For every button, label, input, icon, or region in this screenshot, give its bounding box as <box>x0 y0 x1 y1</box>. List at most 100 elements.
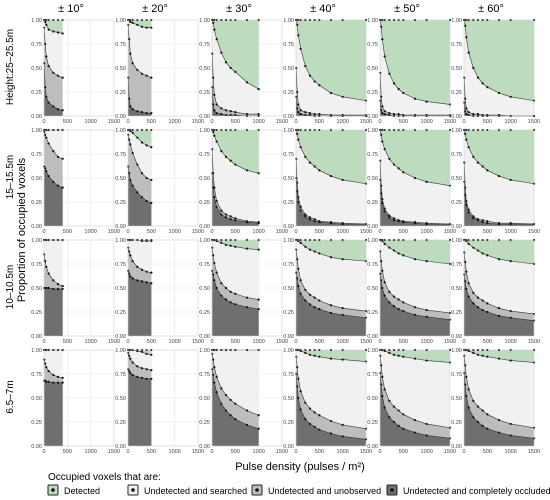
panel-r2-c0: 0.00 0.25 0.50 0.75 1.00 0 500 1000 1500 <box>31 238 120 345</box>
point-unobserved <box>136 265 139 268</box>
point-unobserved <box>136 68 139 72</box>
point-unobserved <box>44 260 47 263</box>
point-unobserved <box>380 364 383 367</box>
point-searched <box>341 258 344 261</box>
y-tick-label: 0.75 <box>451 262 462 268</box>
point-occluded <box>140 280 144 283</box>
point-searched <box>397 354 400 357</box>
point-occluded <box>145 377 148 380</box>
x-tick-label: 1500 <box>276 449 288 455</box>
point-unobserved <box>234 217 237 220</box>
line-occluded <box>211 270 259 310</box>
point-searched <box>381 140 384 143</box>
area-detected <box>380 350 450 363</box>
point-occluded <box>140 196 144 199</box>
point-searched <box>413 258 417 261</box>
point-searched <box>467 146 470 149</box>
x-tick-label: 1000 <box>337 119 349 125</box>
point-occluded <box>402 309 405 313</box>
point-unobserved <box>56 155 60 158</box>
point-searched <box>497 258 501 261</box>
panel-border <box>463 349 535 447</box>
point-unobserved <box>464 97 467 100</box>
y-tick-label: 0.50 <box>367 286 378 292</box>
legend-label-detected: Detected <box>64 486 100 496</box>
y-tick-label: 0.00 <box>451 224 462 230</box>
point-unobserved <box>150 76 153 79</box>
point-searched <box>140 141 144 144</box>
y-tick-label: 0.00 <box>115 444 126 450</box>
x-tick-label: 500 <box>63 229 72 235</box>
point-unobserved <box>220 209 223 212</box>
point-occluded <box>150 282 153 285</box>
area-searched <box>464 20 534 116</box>
point-occluded <box>341 435 344 438</box>
point-occluded <box>329 432 333 435</box>
y-tick-label: 0.75 <box>199 262 210 268</box>
point-searched <box>304 245 307 248</box>
point-unobserved <box>318 299 321 302</box>
panel-border <box>379 239 451 337</box>
area-detected <box>128 130 152 148</box>
point-unobserved <box>215 103 218 106</box>
x-tick-label: 1000 <box>169 449 181 455</box>
point-searched <box>472 246 475 249</box>
point-occluded <box>472 416 475 419</box>
point-occluded <box>56 287 60 291</box>
point-unobserved <box>213 261 216 265</box>
y-tick-label: 0.25 <box>31 420 42 426</box>
point-searched <box>140 25 144 28</box>
panel-border <box>463 129 535 227</box>
y-tick-label: 0.00 <box>283 114 294 120</box>
y-axis-title: Proportion of occupied voxels <box>16 157 28 302</box>
point-occluded <box>129 371 132 375</box>
y-tick-label: 1.00 <box>451 348 462 354</box>
y-tick-label: 0.75 <box>367 42 378 48</box>
point-unobserved <box>486 302 489 305</box>
panel-border <box>295 129 367 227</box>
y-tick-label: 0.75 <box>283 42 294 48</box>
area-occluded <box>464 274 534 336</box>
point-searched <box>392 82 396 85</box>
point-unobserved <box>229 398 232 402</box>
point-searched <box>304 155 307 158</box>
y-tick-label: 0.00 <box>367 444 378 450</box>
point-unobserved <box>297 103 300 106</box>
point-occluded <box>397 308 400 311</box>
y-tick-label: 1.00 <box>283 348 294 354</box>
point-occluded <box>234 418 237 421</box>
x-tick-label: 1500 <box>360 449 372 455</box>
x-tick-label: 0 <box>378 449 381 455</box>
point-unobserved <box>413 306 417 309</box>
area-detected <box>296 20 366 101</box>
point-searched <box>464 132 467 135</box>
point-unobserved <box>229 215 232 218</box>
x-tick-label: 0 <box>294 229 297 235</box>
point-occluded <box>465 394 468 398</box>
point-occluded <box>388 301 391 304</box>
point-searched <box>308 161 312 164</box>
point-unobserved <box>497 307 501 310</box>
point-searched <box>467 51 470 54</box>
point-occluded <box>318 221 321 224</box>
point-unobserved <box>215 271 218 274</box>
point-unobserved <box>129 143 132 146</box>
point-occluded <box>45 286 48 290</box>
point-occluded <box>381 201 384 205</box>
area-detected <box>212 240 259 250</box>
point-occluded <box>467 406 470 409</box>
point-searched <box>329 174 333 178</box>
point-searched <box>476 353 480 356</box>
point-unobserved <box>52 71 55 74</box>
x-tick-label: 500 <box>483 229 492 235</box>
point-unobserved <box>220 387 223 390</box>
point-occluded <box>224 298 228 301</box>
x-tick-label: 1000 <box>505 339 517 345</box>
point-unobserved <box>318 112 321 116</box>
point-unobserved <box>388 112 391 115</box>
x-tick-label: 0 <box>462 119 465 125</box>
row-label-15m: 15–15.5m <box>5 155 16 199</box>
point-occluded <box>425 434 428 437</box>
point-occluded <box>229 113 232 117</box>
point-searched <box>481 252 484 255</box>
